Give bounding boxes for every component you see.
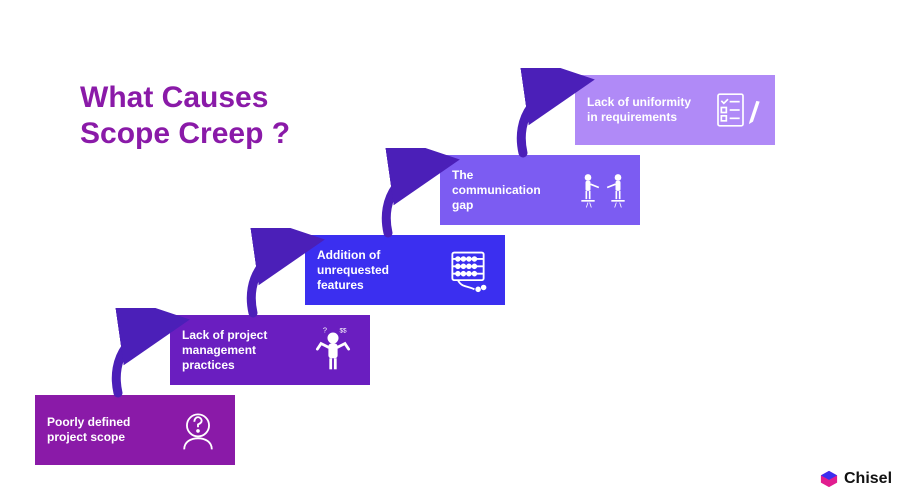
page-title: What Causes Scope Creep ? (80, 80, 290, 152)
brand-logo: Chisel (820, 470, 892, 488)
step-1: Poorly defined project scope (35, 395, 235, 465)
arrow-1 (100, 308, 195, 403)
step-2: Lack of project management practices ? $… (170, 315, 370, 385)
step-3: Addition of unrequested features (305, 235, 505, 305)
arrow-4 (505, 68, 600, 163)
question-head-icon (173, 405, 223, 455)
title-line-2: Scope Creep ? (80, 116, 290, 152)
chisel-icon (820, 470, 838, 488)
svg-text:?: ? (323, 327, 327, 335)
shrug-person-icon: ? $$ (308, 325, 358, 375)
step-4: The communication gap (440, 155, 640, 225)
step-5: Lack of uniformity in requirements (575, 75, 775, 145)
people-gap-icon (578, 165, 628, 215)
step-1-label: Poorly defined project scope (47, 415, 157, 445)
title-line-1: What Causes (80, 80, 290, 116)
step-2-label: Lack of project management practices (182, 328, 292, 373)
step-4-label: The communication gap (452, 168, 562, 213)
step-3-label: Addition of unrequested features (317, 248, 427, 293)
svg-text:$$: $$ (339, 328, 347, 335)
checklist-pen-icon (713, 85, 763, 135)
abacus-icon (443, 245, 493, 295)
brand-text: Chisel (844, 470, 892, 488)
arrow-2 (235, 228, 330, 323)
step-5-label: Lack of uniformity in requirements (587, 95, 697, 125)
arrow-3 (370, 148, 465, 243)
